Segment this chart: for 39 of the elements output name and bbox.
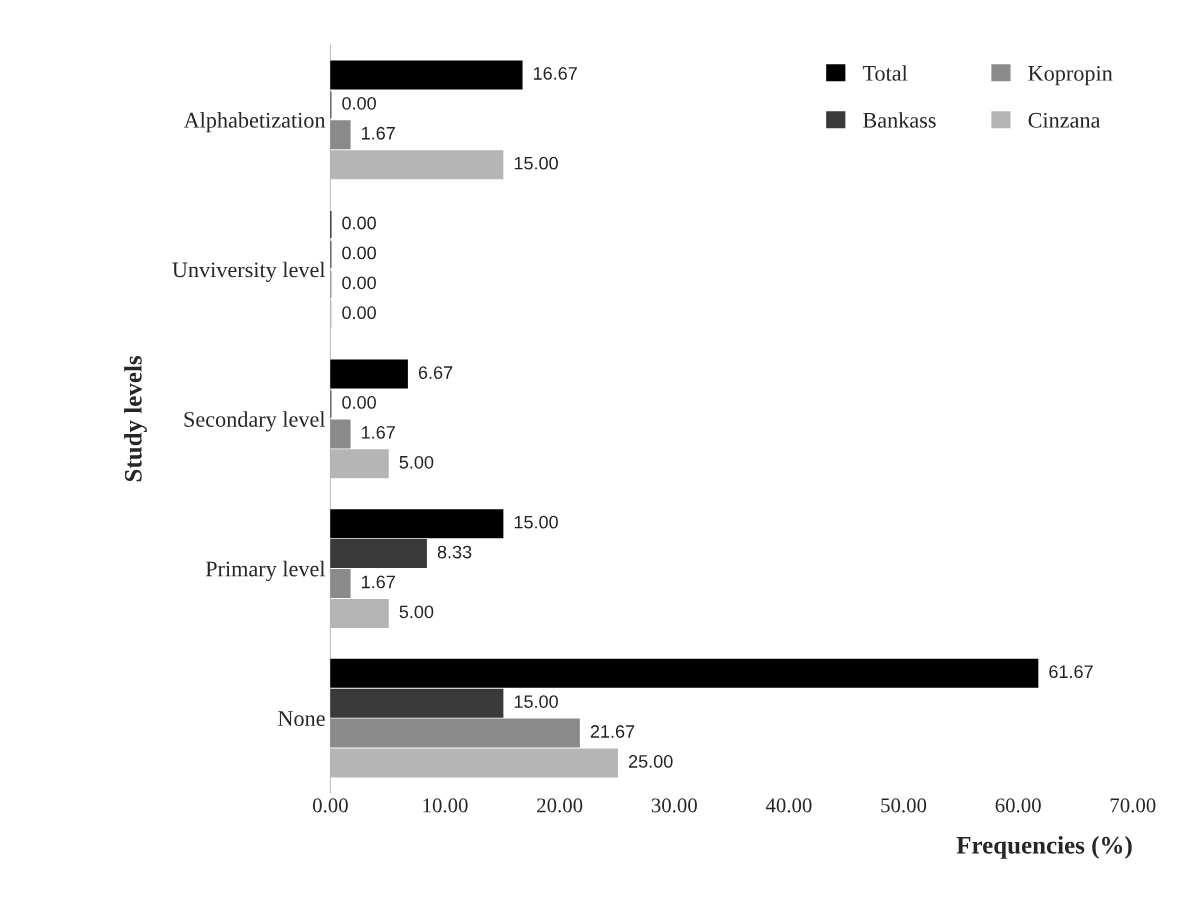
x-tick-label: 10.00 bbox=[423, 798, 468, 813]
x-tick-label: 70.00 bbox=[1110, 798, 1156, 813]
data-label: 5.00 bbox=[399, 605, 434, 619]
x-tick-label: 30.00 bbox=[651, 798, 697, 813]
x-axis-title: Frequencies (%) bbox=[956, 836, 1132, 859]
y-tick-label: Alphabetization bbox=[183, 112, 326, 133]
y-tick-label: Secondary level bbox=[184, 411, 326, 432]
data-label: 0.00 bbox=[342, 306, 376, 320]
data-label: 0.00 bbox=[342, 396, 376, 409]
data-label: 61.67 bbox=[1049, 665, 1093, 679]
x-tick-label: 40.00 bbox=[765, 798, 812, 813]
data-label: 1.67 bbox=[362, 126, 395, 140]
data-label: 16.67 bbox=[533, 67, 577, 80]
legend-label: Cinzana bbox=[1028, 112, 1101, 128]
data-label: 15.00 bbox=[514, 515, 558, 529]
data-label: 0.00 bbox=[342, 276, 376, 290]
y-tick-label: Primary level bbox=[205, 560, 326, 582]
legend-label: Kopropin bbox=[1028, 65, 1113, 86]
data-label: 25.00 bbox=[628, 755, 673, 768]
y-tick-label: None bbox=[278, 711, 325, 727]
x-tick-label: 0.00 bbox=[312, 798, 348, 813]
data-label: 5.00 bbox=[399, 455, 434, 469]
x-tick-label: 60.00 bbox=[995, 798, 1041, 813]
data-label: 1.67 bbox=[362, 575, 395, 589]
legend-label: Bankass bbox=[863, 112, 936, 128]
y-axis-title: Study levels bbox=[124, 356, 147, 482]
data-label: 0.00 bbox=[342, 96, 376, 110]
y-tick-label: Unviversity level bbox=[172, 261, 326, 282]
legend-label: Total bbox=[862, 65, 908, 81]
data-label: 0.00 bbox=[342, 216, 376, 230]
data-label: 0.00 bbox=[342, 246, 376, 260]
data-label: 15.00 bbox=[514, 695, 558, 708]
x-tick-label: 20.00 bbox=[537, 798, 583, 813]
data-label: 21.67 bbox=[590, 725, 635, 738]
x-tick-label: 50.00 bbox=[881, 798, 927, 813]
data-label: 8.33 bbox=[437, 545, 472, 559]
data-label: 15.00 bbox=[514, 156, 558, 170]
data-label: 6.67 bbox=[418, 366, 453, 379]
data-label: 1.67 bbox=[362, 425, 395, 439]
